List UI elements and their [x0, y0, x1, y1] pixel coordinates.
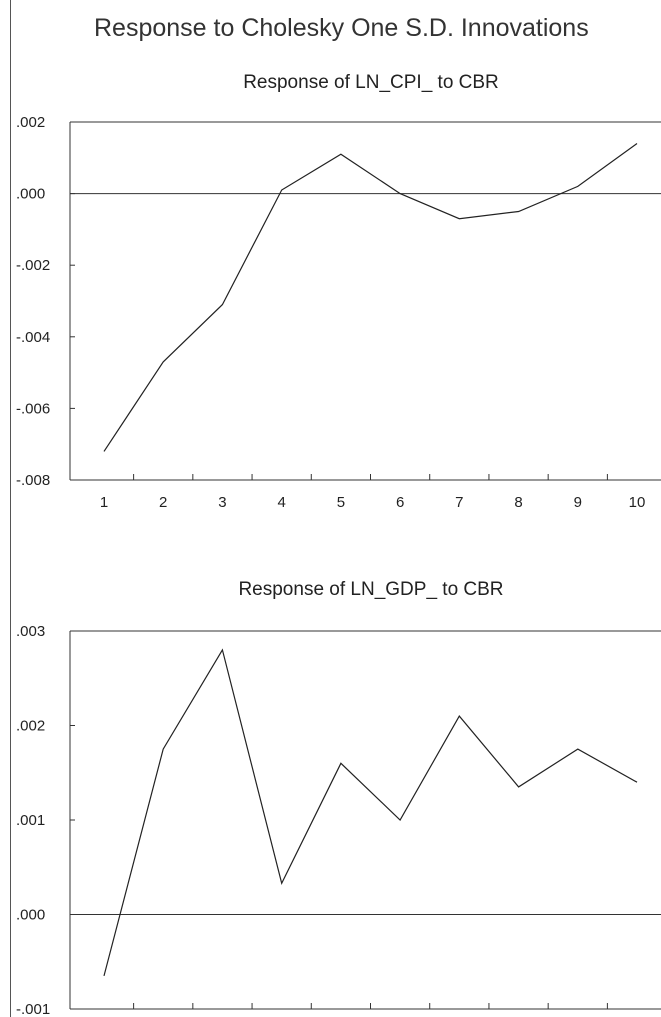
- y-tick-label: .001: [16, 812, 45, 829]
- y-tick-label: -.004: [16, 329, 50, 346]
- x-tick-label: 10: [629, 494, 646, 511]
- x-tick-label: 3: [218, 494, 226, 511]
- y-tick-label: -.002: [16, 257, 50, 274]
- y-tick-label: .002: [16, 718, 45, 735]
- figure-left-border: [10, 0, 11, 1017]
- x-tick-label: 2: [159, 494, 167, 511]
- chart-title: Response of LN_CPI_ to CBR: [243, 72, 499, 93]
- x-tick-label: 5: [337, 494, 345, 511]
- y-tick-label: .003: [16, 623, 45, 640]
- x-tick-label: 8: [514, 494, 522, 511]
- x-tick-label: 7: [455, 494, 463, 511]
- x-tick-label: 4: [277, 494, 285, 511]
- y-tick-label: .000: [16, 186, 45, 203]
- x-tick-label: 9: [574, 494, 582, 511]
- y-tick-label: -.008: [16, 472, 50, 489]
- y-tick-label: .002: [16, 114, 45, 131]
- series-line: [103, 648, 638, 977]
- chart-cpi-response: Response of LN_CPI_ to CBR .002 .000 -.002 -…: [16, 72, 661, 511]
- y-tick-label: -.006: [16, 400, 50, 417]
- y-tick-label: .000: [16, 907, 45, 924]
- chart-gdp-response: Response of LN_GDP_ to CBR .003 .002 .001 .0…: [16, 579, 661, 1017]
- x-tick-label: 1: [100, 494, 108, 511]
- chart-title: Response of LN_GDP_ to CBR: [238, 579, 503, 600]
- series-line: [103, 143, 638, 452]
- figure-title: Response to Cholesky One S.D. Innovation…: [94, 14, 589, 42]
- x-tick-label: 6: [396, 494, 404, 511]
- y-tick-label: -.001: [16, 1001, 50, 1017]
